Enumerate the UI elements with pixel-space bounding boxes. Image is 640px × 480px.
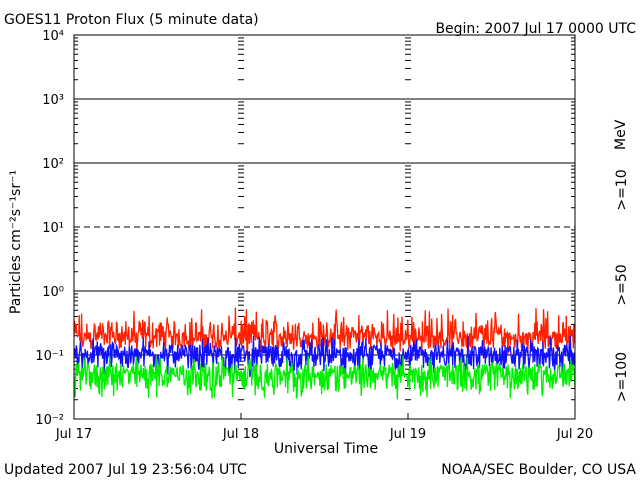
unit-label: MeV (613, 119, 629, 150)
x-tick-label: Jul 18 (222, 427, 259, 442)
chart-title: GOES11 Proton Flux (5 minute data) (4, 12, 259, 28)
series-ge50-line (73, 335, 576, 378)
legend-series-ge50: >=50 (614, 264, 630, 305)
y-tick-label: 10⁰ (42, 285, 64, 300)
x-tick-labels: Jul 17 Jul 18 Jul 19 Jul 20 (55, 413, 593, 442)
x-tick-label: Jul 19 (389, 427, 426, 442)
updated-timestamp: Updated 2007 Jul 19 23:56:04 UTC (4, 462, 247, 478)
series-ge10-line (73, 307, 576, 355)
legend-series-ge10: >=10 (614, 169, 630, 210)
series-ge100-line (73, 355, 576, 400)
y-tick-label: 10⁻¹ (35, 349, 64, 364)
y-tick-label: 10⁴ (42, 29, 64, 44)
y-tick-label: 10² (42, 157, 64, 172)
y-tick-label: 10⁻² (35, 413, 64, 428)
plot-frame (73, 34, 576, 420)
y-tick-label: 10¹ (42, 221, 64, 236)
x-tick-label: Jul 17 (55, 427, 92, 442)
y-tick-label: 10³ (42, 93, 64, 108)
plot-border (73, 34, 576, 420)
gridlines (74, 37, 575, 401)
y-axis-label: Particles cm⁻²s⁻¹sr⁻¹ (8, 170, 24, 314)
x-axis-label: Universal Time (274, 441, 378, 457)
legend: MeV >=10 >=50 >=100 (613, 119, 630, 402)
source-label: NOAA/SEC Boulder, CO USA (441, 462, 636, 478)
legend-series-ge100: >=100 (614, 352, 630, 402)
x-tick-label: Jul 20 (556, 427, 593, 442)
series-lines (73, 307, 576, 400)
y-tick-labels: 10⁻² 10⁻¹ 10⁰ 10¹ 10² 10³ 10⁴ (35, 29, 64, 428)
begin-time: Begin: 2007 Jul 17 0000 UTC (435, 21, 636, 37)
